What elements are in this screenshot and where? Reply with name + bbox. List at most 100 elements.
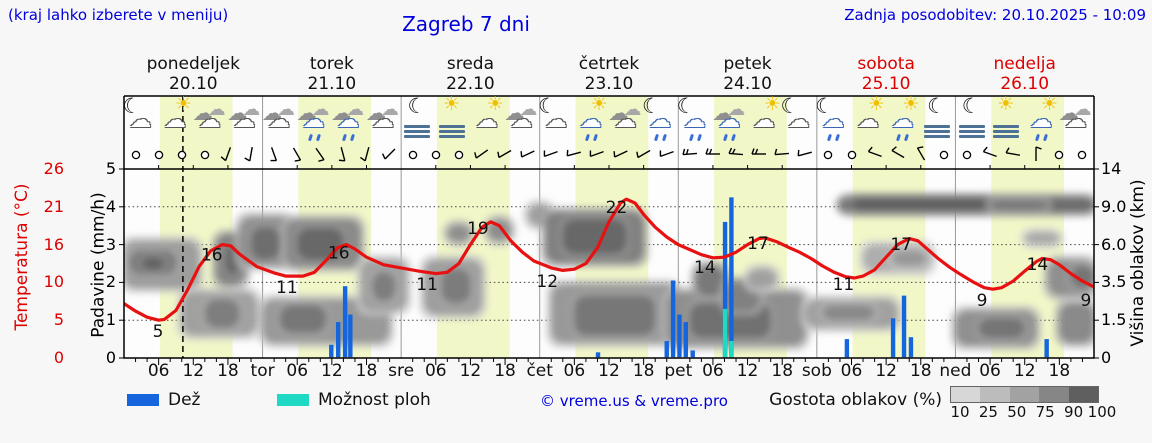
wind-barb-icon	[472, 144, 492, 164]
sun-cloud-icon: ☀ ☁	[752, 93, 781, 133]
cloud-rain-icon: ☁ ☁ ☁	[711, 98, 749, 144]
temp-value-label: 14	[694, 258, 716, 278]
sun-cloud-icon: ☀ ☁	[475, 93, 504, 133]
raindrop-mark	[584, 133, 590, 142]
wind-barb-icon	[495, 144, 515, 164]
moon-cloud-rain-icon: ☾ ☁	[642, 96, 680, 144]
cloud-height-tick-value: 1.5	[1101, 310, 1127, 330]
calm-wind-icon	[403, 144, 423, 164]
day-name: sobota	[857, 54, 915, 74]
calm-wind-icon	[449, 144, 469, 164]
precip-tick-value: 4	[105, 196, 116, 216]
x-axis-hour-label: 12	[321, 361, 343, 381]
x-axis-hour-label: 12	[736, 361, 759, 381]
cloud-rain-icon: ☁ ☁ ☁	[330, 98, 368, 144]
x-axis-hour-label: 18	[355, 361, 378, 381]
moon-fog-icon: ☾	[954, 96, 992, 144]
x-axis-day-abbr: tor	[250, 361, 275, 381]
density-tick-value: 100	[1087, 403, 1117, 421]
precip-tick-value: 3	[105, 234, 116, 254]
day-name: sreda	[446, 54, 494, 74]
fog-line	[439, 135, 466, 138]
wind-barb-icon	[911, 144, 931, 164]
wind-barb-icon	[564, 144, 584, 164]
sun-cloud-icon: ☀ ☁	[856, 93, 885, 133]
cloud-height-tick-value: 0	[1101, 348, 1112, 367]
wind-barb-icon	[888, 144, 908, 164]
cloud-icon: ☁ ☁ ☁	[261, 99, 295, 133]
x-axis-hour-label: 06	[702, 361, 724, 381]
calm-wind-icon	[1072, 144, 1092, 164]
sun-cloud-rain-icon: ☀ ☁	[573, 95, 611, 144]
temp-value-label: 12	[536, 272, 558, 292]
temp-value-label: 17	[890, 235, 912, 255]
temp-value-label: 9	[977, 291, 988, 311]
temp-value-label: 16	[328, 244, 350, 264]
raindrop-mark	[896, 133, 901, 142]
wind-barb-icon	[726, 144, 746, 164]
fog-line	[439, 125, 466, 128]
temp-value-label: 22	[606, 198, 628, 218]
fog-line	[439, 130, 466, 133]
fog-line	[404, 125, 431, 128]
cloud-height-tick-value: 14	[1101, 159, 1122, 178]
x-axis-hour-label: 12	[1013, 361, 1036, 381]
day-date: 25.10	[861, 74, 911, 94]
x-axis-hour-label: 18	[494, 361, 516, 381]
cloud-height-tick-value: 3.5	[1101, 272, 1127, 292]
fog-line	[958, 135, 985, 138]
temp-value-label: 14	[1027, 255, 1049, 275]
fog-line	[404, 130, 431, 133]
cloud-height-tick-value: 6.0	[1101, 234, 1127, 254]
wind-barb-icon	[703, 144, 723, 164]
density-tick-value: 50	[1007, 403, 1027, 421]
temp-value-label: 11	[833, 275, 855, 295]
day-name: ponedeljek	[146, 54, 240, 74]
raindrop-mark	[315, 133, 321, 142]
cloud-icon: ☁ ☁ ☁	[1058, 99, 1092, 133]
x-axis-day-abbr: pet	[664, 361, 693, 381]
temp-tick-value: 26	[43, 159, 64, 178]
moon-fog-icon: ☾	[399, 96, 437, 144]
raindrop-mark	[723, 133, 728, 142]
wind-barb-icon	[264, 144, 284, 164]
raindrop-mark	[1035, 133, 1040, 142]
wind-barb-icon	[772, 144, 792, 164]
fog-line	[993, 130, 1020, 133]
day-date: 22.10	[446, 74, 495, 94]
cloud-icon: ☁ ☁ ☁	[227, 99, 261, 133]
moon-cloud-rain-icon: ☾ ☁	[677, 96, 715, 144]
cloud-rain-icon: ☁ ☁ ☁	[296, 98, 334, 144]
x-axis-hour-label: 18	[217, 361, 239, 381]
raindrop-mark	[696, 133, 702, 142]
density-scale-segment	[951, 387, 981, 402]
raindrop-mark	[653, 133, 659, 142]
day-date: 20.10	[168, 74, 218, 94]
rain-legend-label: Dež	[168, 390, 201, 410]
calm-wind-icon	[1049, 144, 1069, 164]
x-axis-hour-label: 12	[875, 361, 897, 381]
day-date: 24.10	[723, 74, 772, 94]
wind-barb-icon	[357, 144, 377, 164]
day-name: torek	[309, 54, 354, 74]
last-update-timestamp: Zadnja posodobitev: 20.10.2025 - 10:09	[844, 6, 1146, 24]
raindrop-mark	[592, 133, 598, 142]
wind-barb-icon	[980, 144, 1000, 164]
copyright-link[interactable]: © vreme.us & vreme.pro	[540, 392, 728, 410]
raindrop-mark	[731, 133, 736, 142]
temp-value-label: 19	[467, 219, 489, 239]
temp-tick-value: 21	[43, 196, 64, 216]
temp-value-label: 5	[153, 322, 164, 342]
wind-barb-icon	[634, 144, 654, 164]
density-scale-segment	[980, 387, 1010, 402]
shower-legend-label: Možnost ploh	[318, 390, 431, 410]
fog-line	[924, 130, 951, 133]
fog-line	[404, 135, 431, 138]
wind-barb-icon	[333, 144, 353, 164]
raindrop-mark	[835, 133, 840, 142]
wind-barb-icon	[1003, 144, 1023, 164]
day-name: četrtek	[578, 54, 640, 74]
density-scale-segment	[1039, 387, 1069, 402]
cloud-icon: ☁ ☁ ☁	[365, 99, 399, 133]
density-tick-value: 90	[1064, 403, 1084, 421]
